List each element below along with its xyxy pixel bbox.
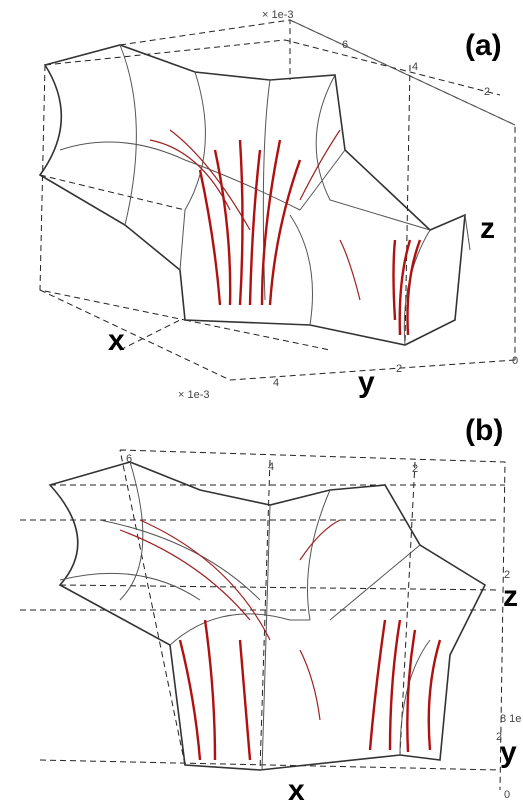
- axis-label-z: z: [480, 212, 495, 245]
- tick-label: 4: [273, 377, 279, 389]
- axis-label-y: y: [358, 366, 375, 399]
- tick-label: 2: [396, 363, 402, 375]
- panel-label: (b): [465, 414, 503, 447]
- axis-label-x: x: [108, 324, 125, 357]
- panel-b-drawing: [20, 450, 505, 790]
- tick-label: 2: [412, 463, 418, 475]
- tick-label: 2: [484, 86, 490, 98]
- tick-label: 2: [504, 569, 510, 581]
- axis-label-y: y: [500, 736, 517, 769]
- panel-label: (a): [465, 29, 502, 62]
- tick-label: 6: [342, 39, 348, 51]
- tick-label: × 1e-3: [178, 389, 210, 401]
- figure: (a) x y z × 1e-3 6 4 2 × 1e-3 4 2 0 (b) x y z 6 4 2 2 8 1e 2 0: [0, 0, 523, 804]
- tick-label: 6: [126, 453, 132, 465]
- tick-label: 4: [412, 61, 418, 73]
- axis-label-x: x: [288, 774, 305, 804]
- tick-label: 0: [512, 355, 518, 367]
- tick-label: × 1e-3: [262, 9, 294, 21]
- axis-label-z: z: [503, 580, 518, 613]
- tick-label: 4: [268, 461, 274, 473]
- tick-label: 8 1e: [500, 713, 521, 725]
- tick-label: 2: [496, 731, 502, 743]
- tick-label: 0: [504, 789, 510, 801]
